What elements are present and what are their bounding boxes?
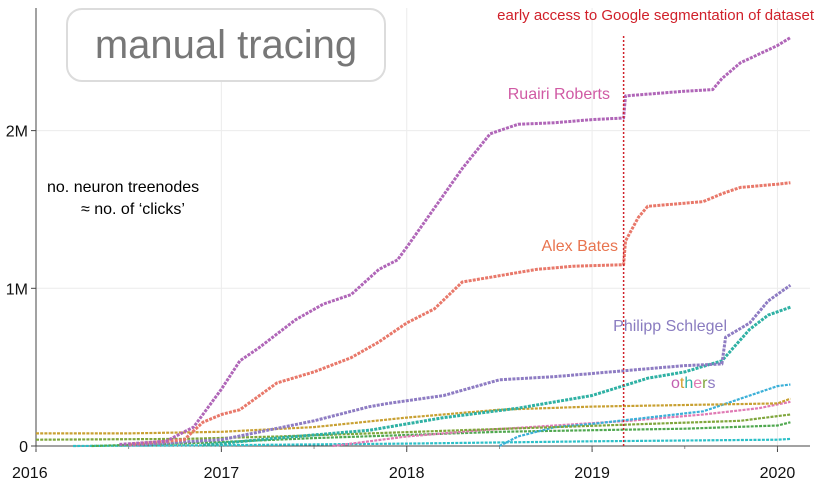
series-line-others-5 [332,400,791,448]
series-layer [35,36,792,448]
y-axis-note-line2: ≈ no. of ‘clicks’ [81,201,185,218]
series-label-ruairi-roberts: Ruairi Roberts [508,86,610,103]
x-tick-label: 2019 [574,465,610,482]
series-line-others-4 [498,383,791,447]
y-axis-note-line1: no. neuron treenodes [47,179,200,196]
series-line-others [202,305,791,447]
series-line-others-7 [73,437,791,448]
series-labels: Ruairi Roberts Alex Bates Philipp Schleg… [508,86,727,392]
x-axis: 2016 2017 2018 2019 2020 [12,445,810,482]
series-line-others-6 [91,421,791,448]
annotation-layer: early access to Google segmentation of d… [497,7,815,446]
series-line-others-2 [36,397,791,435]
chart-title: manual tracing [94,22,358,67]
x-tick-label: 2017 [204,465,240,482]
series-line-alex-bates [128,181,791,446]
chart-title-box: manual tracing [66,8,386,82]
y-tick-label: 0 [19,439,28,456]
y-axis-note: no. neuron treenodes ≈ no. of ‘clicks’ [47,177,199,221]
x-tick-label: 2016 [12,465,48,482]
others-label-letter: e [693,375,702,392]
series-line-philipp-schlegel [128,283,792,447]
others-label-letter: o [671,375,680,392]
others-label-letter: s [708,375,716,392]
series-label-alex-bates: Alex Bates [542,238,618,255]
y-tick-label: 1M [6,281,28,298]
x-tick-label: 2018 [389,465,425,482]
series-line-ruairi-roberts [119,36,792,446]
x-tick-label: 2020 [760,465,796,482]
y-axis: 0 1M 2M [6,8,37,456]
series-label-others: others [671,375,716,392]
others-label-letter: t [680,375,685,392]
series-label-philipp-schlegel: Philipp Schlegel [613,318,727,335]
y-tick-label: 2M [6,124,28,141]
series-line-others-3 [35,413,791,441]
annotation-text: early access to Google segmentation of d… [497,7,815,24]
others-label-letter: r [702,375,708,392]
others-label-letter: h [684,375,693,392]
